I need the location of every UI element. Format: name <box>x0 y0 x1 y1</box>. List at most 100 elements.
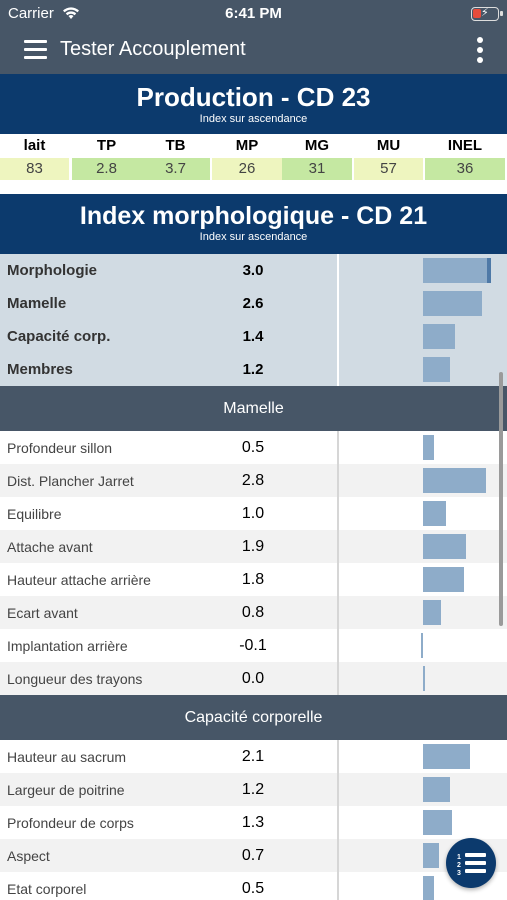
trait-row[interactable]: Longueur des trayons 0.0 <box>0 662 507 695</box>
trait-bar <box>423 810 453 835</box>
trait-row[interactable]: Hauteur au sacrum 2.1 <box>0 740 507 773</box>
wifi-icon <box>63 7 79 19</box>
production-col-mp: MP <box>235 137 259 154</box>
scrollbar[interactable] <box>499 372 503 626</box>
trait-label: Dist. Plancher Jarret <box>7 473 134 489</box>
trait-bar <box>420 633 423 658</box>
production-col-mu: MU <box>376 137 401 154</box>
more-vertical-icon[interactable] <box>475 37 485 63</box>
production-col-tb: TB <box>165 137 186 154</box>
summary-label: Morphologie <box>7 262 97 279</box>
trait-bar <box>423 666 425 691</box>
summary-bar <box>423 258 491 283</box>
trait-value: -0.1 <box>239 637 267 654</box>
production-subtitle: Index sur ascendance <box>199 113 308 125</box>
svg-text:2: 2 <box>457 862 461 869</box>
summary-label: Membres <box>7 361 73 378</box>
summary-bar <box>423 291 482 316</box>
clock-label: 6:41 PM <box>225 5 282 22</box>
trait-row[interactable]: Dist. Plancher Jarret 2.8 <box>0 464 507 497</box>
trait-row[interactable]: Etat corporel 0.5 <box>0 872 507 900</box>
menu-icon[interactable] <box>24 40 47 60</box>
summary-value: 1.4 <box>242 328 264 345</box>
production-title: Production - CD 23 <box>136 82 371 112</box>
group-header[interactable]: Capacité corporelle <box>0 695 507 740</box>
summary-row[interactable]: Membres 1.2 <box>0 353 507 386</box>
numbered-list-icon: 1 2 3 <box>457 853 486 877</box>
app-title: Tester Accouplement <box>60 38 246 60</box>
trait-label: Attache avant <box>7 539 93 555</box>
trait-label: Hauteur attache arrière <box>7 572 151 588</box>
trait-value: 1.3 <box>241 814 265 831</box>
trait-bar <box>423 435 435 460</box>
trait-bar <box>423 534 466 559</box>
trait-bar <box>423 600 441 625</box>
production-value-mp: 26 <box>212 158 282 180</box>
trait-bar <box>423 777 450 802</box>
summary-row[interactable]: Morphologie 3.0 <box>0 254 507 287</box>
trait-value: 1.0 <box>241 505 265 522</box>
summary-row[interactable]: Mamelle 2.6 <box>0 287 507 320</box>
trait-bar <box>423 468 486 493</box>
list-fab-button[interactable]: 1 2 3 <box>446 838 496 888</box>
production-header-row: lait TP TB MP MG MU INEL <box>0 134 507 156</box>
trait-label: Aspect <box>7 848 50 864</box>
trait-row[interactable]: Ecart avant 0.8 <box>0 596 507 629</box>
summary-label: Mamelle <box>7 295 67 312</box>
app-bar: Tester Accouplement <box>0 28 507 74</box>
summary-value: 1.2 <box>242 361 264 378</box>
production-col-lait: lait <box>23 137 46 154</box>
trait-bar <box>423 843 439 868</box>
trait-row[interactable]: Profondeur sillon 0.5 <box>0 431 507 464</box>
trait-label: Equilibre <box>7 506 62 522</box>
column-divider <box>337 740 339 900</box>
trait-bar <box>423 501 446 526</box>
production-value-mg: 31 <box>282 158 352 180</box>
trait-row[interactable]: Largeur de poitrine 1.2 <box>0 773 507 806</box>
trait-value: 0.5 <box>241 880 265 897</box>
trait-value: 1.9 <box>241 538 265 555</box>
svg-text:3: 3 <box>457 870 461 877</box>
trait-bar <box>423 876 435 900</box>
trait-value: 1.8 <box>241 571 265 588</box>
trait-bar <box>423 567 464 592</box>
trait-row[interactable]: Attache avant 1.9 <box>0 530 507 563</box>
production-value-lait: 83 <box>0 158 69 180</box>
carrier-label: Carrier <box>8 5 54 22</box>
trait-value: 2.8 <box>241 472 265 489</box>
summary-value: 3.0 <box>242 262 264 279</box>
summary-label: Capacité corp. <box>7 328 111 345</box>
trait-value: 0.5 <box>241 439 265 456</box>
trait-row[interactable]: Aspect 0.7 <box>0 839 507 872</box>
trait-row[interactable]: Equilibre 1.0 <box>0 497 507 530</box>
trait-label: Profondeur de corps <box>7 815 134 831</box>
svg-text:1: 1 <box>457 854 461 861</box>
trait-row[interactable]: Implantation arrière -0.1 <box>0 629 507 662</box>
production-value-tp: 2.8 <box>72 158 141 180</box>
trait-label: Implantation arrière <box>7 638 128 654</box>
trait-value: 0.8 <box>241 604 265 621</box>
morphology-summary: Morphologie 3.0 Mamelle 2.6 Capacité corp. 1.… <box>0 254 507 386</box>
trait-row[interactable]: Hauteur attache arrière 1.8 <box>0 563 507 596</box>
morphology-title: Index morphologique - CD 21 <box>79 202 428 230</box>
production-col-inel: INEL <box>447 137 483 154</box>
battery-icon: ⚡ <box>471 7 503 21</box>
production-value-tb: 3.7 <box>141 158 210 180</box>
summary-bar <box>423 324 455 349</box>
trait-label: Profondeur sillon <box>7 440 113 456</box>
summary-row[interactable]: Capacité corp. 1.4 <box>0 320 507 353</box>
trait-value: 0.0 <box>241 670 265 687</box>
production-value-mu: 57 <box>354 158 423 180</box>
production-col-tp: TP <box>96 137 117 154</box>
trait-label: Ecart avant <box>7 605 78 621</box>
production-col-mg: MG <box>304 137 330 154</box>
group-header[interactable]: Mamelle <box>0 386 507 431</box>
trait-value: 1.2 <box>241 781 265 798</box>
column-divider <box>337 254 339 386</box>
trait-label: Hauteur au sacrum <box>7 749 127 765</box>
trait-row[interactable]: Profondeur de corps 1.3 <box>0 806 507 839</box>
trait-bar <box>423 744 471 769</box>
top-bar: Carrier 6:41 PM ⚡ Tester Accouplement <box>0 0 507 74</box>
summary-bar <box>423 357 450 382</box>
trait-label: Longueur des trayons <box>7 671 143 687</box>
